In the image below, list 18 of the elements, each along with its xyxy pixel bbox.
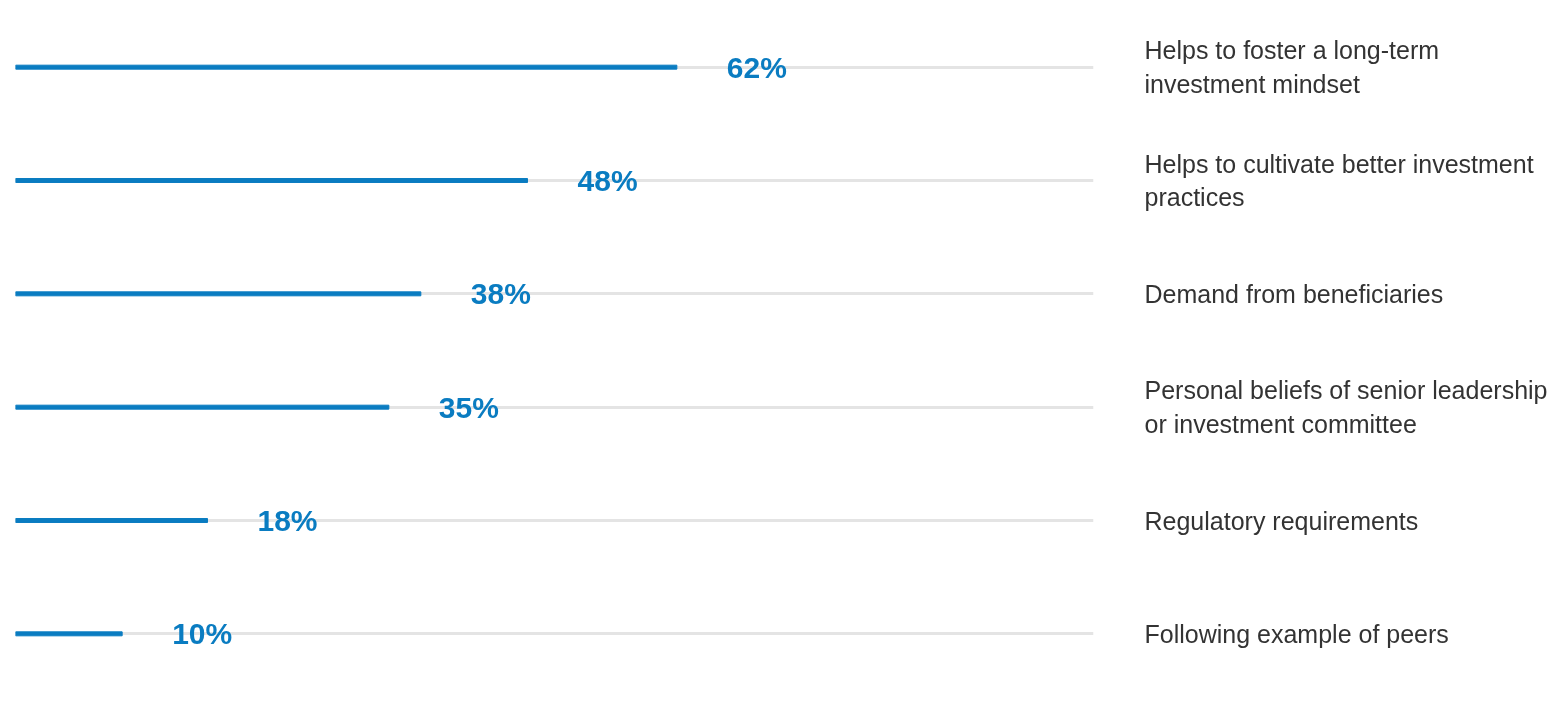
data-label: 62% [726,50,787,84]
y-tick-label: Following example of peers [1144,619,1449,648]
y-tick-label: Demand from beneficiaries [1144,279,1444,308]
y-tick-label: Personal beliefs of senior leadership or investment committee [1144,376,1548,438]
bar [15,518,208,523]
y-tick-label: Regulatory requirements [1144,506,1419,535]
bar [15,404,390,410]
y-tick-label: Helps to foster a long-term investment mindset [1144,36,1440,98]
data-label: 18% [257,504,318,537]
data-label: 10% [172,617,233,651]
data-label: 48% [577,164,638,197]
y-tick-label: Helps to cultivate better investment practices [1144,149,1534,212]
bar [15,291,422,297]
bar [15,178,529,183]
bar [15,64,678,70]
data-label: 38% [470,277,531,311]
bar [15,631,123,637]
data-label: 35% [438,390,499,424]
